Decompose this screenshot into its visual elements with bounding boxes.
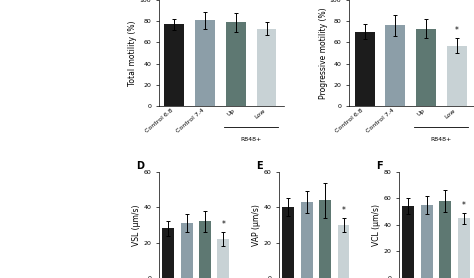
Bar xyxy=(162,229,174,278)
Text: D: D xyxy=(137,161,144,171)
Bar xyxy=(164,24,184,106)
Bar xyxy=(457,218,470,278)
Text: R848+: R848+ xyxy=(240,137,262,142)
Bar xyxy=(447,46,466,106)
Bar xyxy=(226,22,246,106)
Bar xyxy=(319,200,331,278)
Text: *: * xyxy=(342,206,346,215)
Bar xyxy=(402,206,414,278)
Bar xyxy=(218,239,229,278)
Bar xyxy=(421,205,433,278)
Text: *: * xyxy=(462,201,465,210)
Bar xyxy=(283,207,294,278)
Bar xyxy=(181,223,192,278)
Y-axis label: VSL (μm/s): VSL (μm/s) xyxy=(132,204,141,246)
Bar xyxy=(337,225,349,278)
Bar xyxy=(199,221,211,278)
Bar xyxy=(355,32,374,106)
Y-axis label: VAP (μm/s): VAP (μm/s) xyxy=(252,204,261,246)
Text: A: A xyxy=(6,8,14,18)
Text: F: F xyxy=(376,161,383,171)
Y-axis label: VCL (μm/s): VCL (μm/s) xyxy=(373,204,382,246)
Y-axis label: Total motility (%): Total motility (%) xyxy=(128,20,137,86)
Bar xyxy=(256,29,276,106)
Y-axis label: Progressive motility (%): Progressive motility (%) xyxy=(319,7,328,99)
Text: *: * xyxy=(221,220,225,229)
Bar xyxy=(416,29,436,106)
Bar xyxy=(195,20,215,106)
Bar xyxy=(439,201,451,278)
Bar xyxy=(385,26,405,106)
Text: E: E xyxy=(256,161,263,171)
Text: *: * xyxy=(455,26,458,35)
Text: R848+: R848+ xyxy=(431,137,452,142)
Bar xyxy=(301,202,313,278)
